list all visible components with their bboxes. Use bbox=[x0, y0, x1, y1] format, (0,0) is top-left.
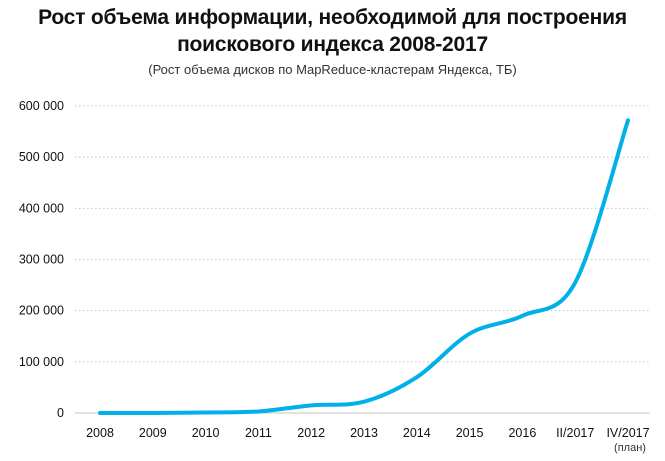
x-tick-note: (план) bbox=[614, 442, 646, 454]
chart-title: Рост объема информации, необходимой для … bbox=[0, 4, 665, 58]
x-tick-label: IV/2017 bbox=[606, 426, 649, 440]
x-tick-label: 2008 bbox=[86, 426, 114, 440]
x-tick-label: 2012 bbox=[297, 426, 325, 440]
chart-subtitle: (Рост объема дисков по MapReduce-кластер… bbox=[148, 62, 517, 77]
y-tick-label: 100 000 bbox=[19, 355, 64, 369]
gridlines bbox=[75, 105, 650, 414]
y-tick-label: 200 000 bbox=[19, 304, 64, 318]
y-tick-label: 600 000 bbox=[19, 99, 64, 113]
chart-title-line-1: Рост объема информации, необходимой для … bbox=[38, 6, 627, 29]
y-tick-label: 300 000 bbox=[19, 253, 64, 267]
x-tick-label: II/2017 bbox=[556, 426, 594, 440]
x-tick-label: 2011 bbox=[245, 426, 272, 440]
x-tick-label: 2010 bbox=[192, 426, 220, 440]
series-line bbox=[98, 118, 630, 416]
x-tick-label: 2015 bbox=[456, 426, 484, 440]
x-tick-label: 2009 bbox=[139, 426, 167, 440]
x-tick-label: 2016 bbox=[508, 426, 536, 440]
y-axis-ticks: 0 100 000 200 000 300 000 400 000 500 000 600 … bbox=[19, 99, 64, 420]
x-tick-label: 2013 bbox=[350, 426, 378, 440]
y-tick-label: 0 bbox=[57, 406, 64, 420]
chart-title-line-2: поискового индекса 2008-2017 bbox=[177, 33, 488, 56]
y-tick-label: 500 000 bbox=[19, 150, 64, 164]
y-tick-label: 400 000 bbox=[19, 201, 64, 215]
x-axis-ticks: 2008 2009 2010 2011 2012 2013 2014 2015 2016 II/2… bbox=[86, 426, 649, 454]
x-tick-label: 2014 bbox=[403, 426, 431, 440]
series-layer bbox=[98, 118, 630, 416]
